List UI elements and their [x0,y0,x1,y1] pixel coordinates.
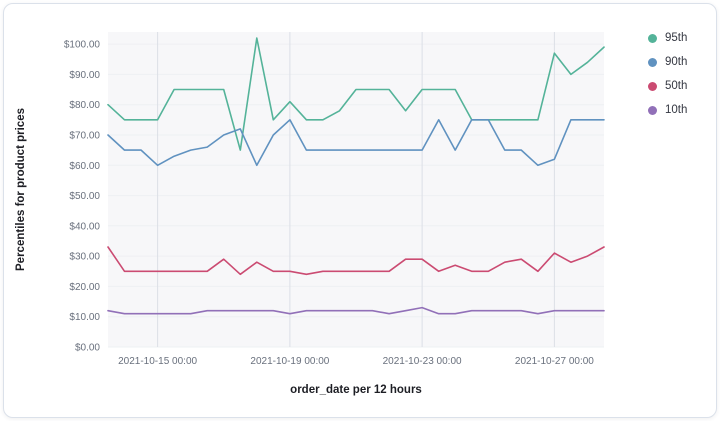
y-tick-label: $0.00 [75,343,100,354]
y-tick-label: $80.00 [69,100,100,111]
y-tick-label: $60.00 [69,161,100,172]
legend-dot-icon [648,105,657,115]
chart-card: $0.00 $10.00 $20.00 $30.00 $40.00 $50.00 $60.0… [3,3,717,418]
x-axis-title: order_date per 12 hours [290,384,422,396]
y-tick-label: $90.00 [69,70,100,81]
y-tick-label: $100.00 [64,40,101,51]
chart-canvas[interactable]: $0.00 $10.00 $20.00 $30.00 $40.00 $50.00 $60.0… [4,6,640,408]
legend-dot-icon [648,57,657,67]
y-axis-title: Percentiles for product prices [15,108,27,271]
y-tick-label: $40.00 [69,221,100,232]
legend-label: 10th [665,104,688,116]
legend-dot-icon [648,33,657,43]
y-tick-label: $20.00 [69,282,100,293]
legend-item-95th[interactable]: 95th [648,30,687,46]
x-tick-label: 2021-10-19 00:00 [250,356,329,367]
series-line-90th [107,119,605,167]
y-tick-label: $30.00 [69,252,100,263]
legend: 95th 90th 50th 10th [648,30,687,118]
legend-item-90th[interactable]: 90th [648,54,687,70]
legend-dot-icon [648,81,657,91]
y-tick-label: $70.00 [69,131,100,142]
series-line-10th [107,306,605,315]
legend-item-50th[interactable]: 50th [648,78,687,94]
y-tick-label: $10.00 [69,312,100,323]
series-line-95th [107,37,605,151]
x-tick-label: 2021-10-23 00:00 [383,356,462,367]
y-tick-label: $50.00 [69,191,100,202]
legend-label: 90th [665,56,688,68]
legend-label: 95th [665,32,688,44]
legend-label: 50th [665,80,688,92]
plot-area [108,32,604,347]
x-tick-label: 2021-10-15 00:00 [118,356,197,367]
legend-item-10th[interactable]: 10th [648,102,687,118]
x-tick-label: 2021-10-27 00:00 [515,356,594,367]
series-line-50th [107,246,605,276]
